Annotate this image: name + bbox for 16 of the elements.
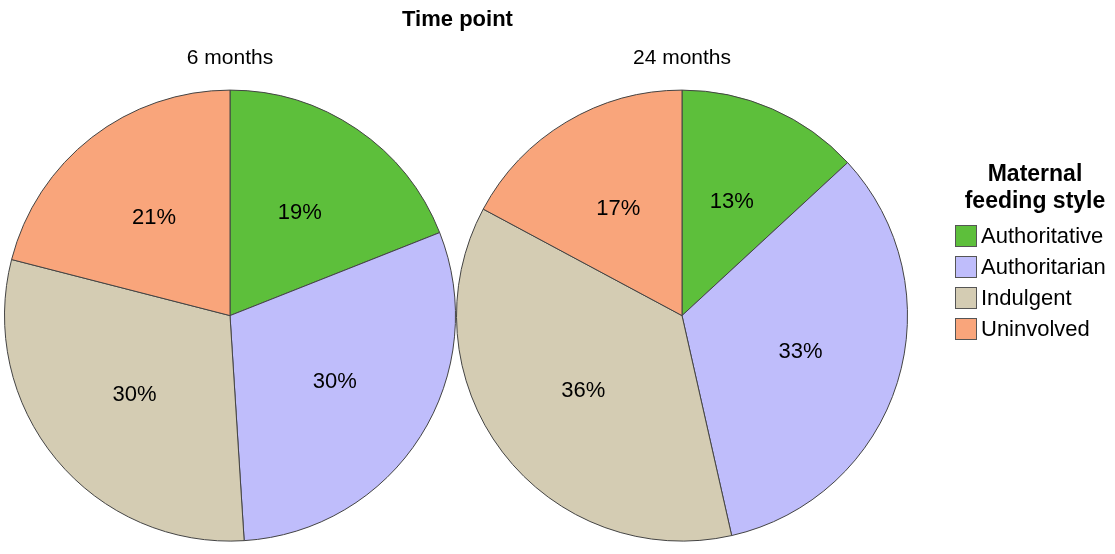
legend-label: Indulgent	[981, 284, 1072, 311]
data-label: 21%	[131, 203, 177, 229]
chart-title: 24 months	[632, 45, 732, 69]
data-label: 30%	[312, 368, 357, 394]
legend-title: Maternal feeding style	[963, 160, 1107, 214]
text: Time point	[401, 6, 514, 32]
data-label: 30%	[112, 380, 157, 406]
data-label: 33%	[778, 338, 823, 364]
legend-label: Authoritative	[981, 222, 1104, 249]
legend-label: Uninvolved	[981, 315, 1090, 342]
legend-label: Authoritarian	[981, 253, 1106, 280]
data-label: 19%	[277, 199, 322, 225]
data-label: 13%	[709, 188, 754, 214]
data-label: 36%	[561, 376, 606, 402]
data-label: 17%	[596, 195, 641, 221]
chart-title: 6 months	[186, 45, 274, 69]
